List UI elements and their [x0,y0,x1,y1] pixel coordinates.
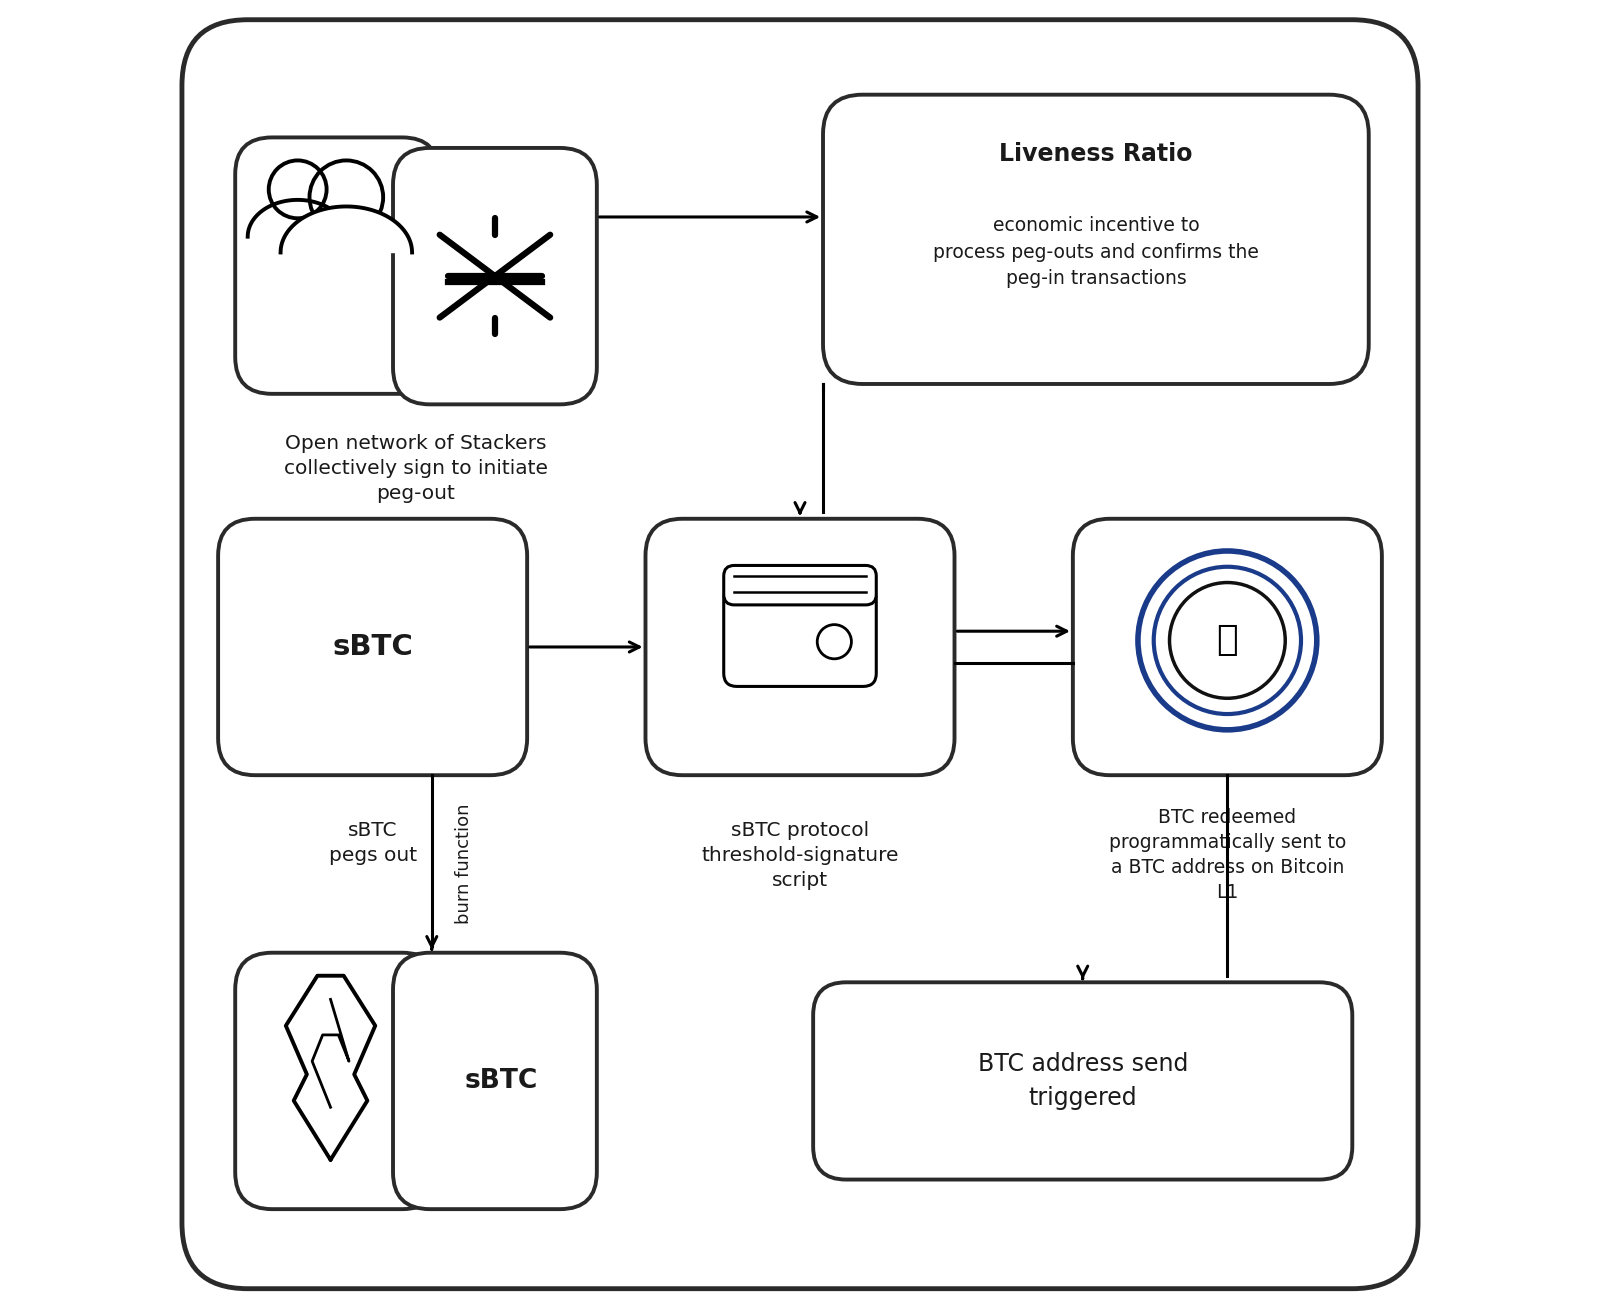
FancyBboxPatch shape [1074,519,1382,776]
FancyBboxPatch shape [723,565,877,605]
FancyBboxPatch shape [723,586,877,686]
FancyBboxPatch shape [822,95,1368,384]
Text: economic incentive to
process peg-outs and confirms the
peg-in transactions: economic incentive to process peg-outs a… [933,217,1259,288]
Text: burn function: burn function [456,803,474,924]
Text: sBTC
pegs out: sBTC pegs out [328,821,416,865]
Text: sBTC protocol
threshold-signature
script: sBTC protocol threshold-signature script [701,821,899,890]
Text: BTC redeemed
programmatically sent to
a BTC address on Bitcoin
L1: BTC redeemed programmatically sent to a … [1109,807,1346,902]
FancyBboxPatch shape [235,952,438,1210]
FancyBboxPatch shape [218,519,526,776]
Text: Liveness Ratio: Liveness Ratio [998,142,1192,166]
FancyBboxPatch shape [645,519,955,776]
Text: Open network of Stackers
collectively sign to initiate
peg-out: Open network of Stackers collectively si… [285,434,549,502]
Polygon shape [280,206,413,252]
Text: sBTC: sBTC [466,1068,538,1094]
FancyBboxPatch shape [813,982,1352,1180]
Text: sBTC: sBTC [333,633,413,661]
FancyBboxPatch shape [235,138,438,394]
FancyBboxPatch shape [394,149,597,405]
Text: BTC address send
triggered: BTC address send triggered [978,1052,1187,1110]
FancyBboxPatch shape [394,952,597,1210]
Text: ₿: ₿ [1216,623,1238,658]
FancyBboxPatch shape [182,20,1418,1289]
